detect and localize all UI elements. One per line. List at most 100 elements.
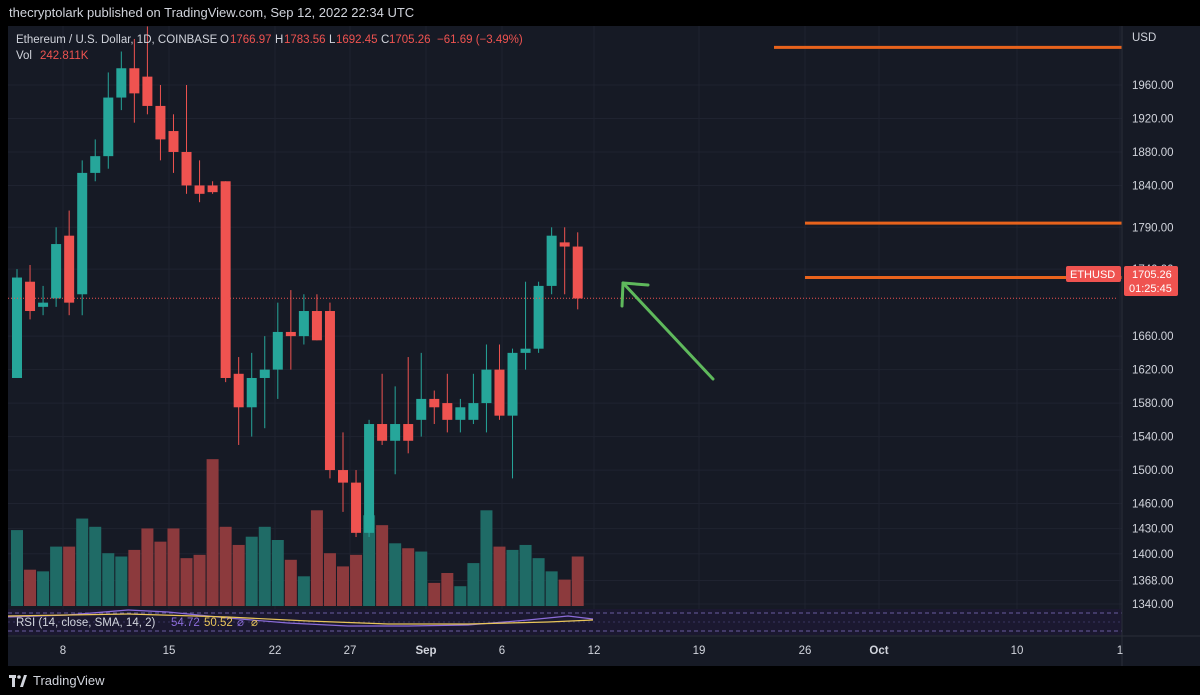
candle: [377, 374, 387, 445]
volume-bar: [311, 510, 323, 606]
candle-body: [247, 378, 257, 407]
rsi-pane[interactable]: RSI (14, close, SMA, 14, 2) 54.72 50.52 …: [8, 609, 1122, 635]
volume-bar: [559, 580, 571, 606]
volume-bar: [467, 563, 479, 606]
volume-bar: [572, 557, 584, 607]
volume-bar: [389, 543, 401, 606]
candle-body: [38, 303, 48, 307]
candle-body: [416, 399, 426, 420]
price-tick-label: 1620.00: [1132, 365, 1174, 377]
time-tick-label: Oct: [869, 645, 888, 657]
price-tick-label: 1920.00: [1132, 113, 1174, 125]
candle: [299, 294, 309, 344]
candle-body: [455, 407, 465, 420]
legend-open-value: 1766.97: [230, 34, 272, 46]
volume-bar: [480, 510, 492, 606]
candle: [234, 357, 244, 445]
volume-bar: [76, 519, 88, 606]
volume-bar: [259, 527, 271, 606]
candle: [182, 85, 192, 194]
candle: [168, 114, 178, 173]
price-tick-label: 1340.00: [1132, 599, 1174, 611]
legend-symbol: Ethereum / U.S. Dollar, 1D, COINBASE: [16, 34, 218, 46]
candle: [38, 286, 48, 315]
volume-bar: [285, 560, 297, 606]
candle-body: [182, 152, 192, 185]
candle-body: [234, 374, 244, 407]
candle-body: [103, 98, 113, 157]
price-levels[interactable]: [774, 47, 1122, 277]
tradingview-logo-icon: [9, 675, 27, 687]
volume-bar: [128, 550, 140, 606]
volume-bar: [11, 530, 23, 606]
volume-bar: [493, 547, 505, 606]
price-axis[interactable]: USD 1960.00 1920.00 1880.00 1840.00 1790.00 1…: [1122, 26, 1174, 666]
price-tick-label: 1368.00: [1132, 576, 1174, 588]
price-tick-label: 1660.00: [1132, 331, 1174, 343]
footer-bar: TradingView: [0, 666, 1200, 695]
volume-bar: [102, 553, 114, 606]
volume-bar: [376, 525, 388, 606]
legend-low-label: L: [329, 34, 336, 46]
candle-body: [325, 311, 335, 470]
candle: [455, 399, 465, 432]
tradingview-logo[interactable]: TradingView: [9, 673, 105, 688]
legend-low-value: 1692.45: [336, 34, 378, 46]
chart-svg[interactable]: Ethereum / U.S. Dollar, 1D, COINBASE O 1…: [8, 26, 1200, 666]
price-tick-label: 1580.00: [1132, 398, 1174, 410]
candle-body: [534, 286, 544, 349]
candle: [416, 353, 426, 437]
candle: [521, 282, 531, 370]
volume-bar: [298, 576, 310, 606]
price-tick-label: 1880.00: [1132, 147, 1174, 159]
candle-body: [116, 68, 126, 97]
volume-bar: [50, 547, 62, 606]
chart-area[interactable]: Ethereum / U.S. Dollar, 1D, COINBASE O 1…: [8, 26, 1200, 666]
time-tick-label: 10: [1011, 645, 1024, 657]
candle: [429, 391, 439, 424]
candle-body: [12, 278, 22, 378]
candle-body: [429, 399, 439, 407]
volume-bar: [507, 550, 519, 606]
candle-body: [273, 332, 283, 370]
price-tick-label: 1960.00: [1132, 80, 1174, 92]
candle-body: [195, 185, 205, 193]
candle: [247, 353, 257, 437]
rsi-value: 54.72: [171, 617, 200, 629]
price-label-countdown: 01:25:45: [1129, 283, 1172, 295]
candle: [25, 265, 35, 319]
candle-body: [390, 424, 400, 441]
volume-bar: [181, 558, 193, 606]
legend-open-label: O: [220, 34, 229, 46]
candle-body: [155, 106, 165, 139]
candle: [116, 52, 126, 111]
volume-bar: [115, 557, 127, 607]
time-tick-label: 27: [344, 645, 357, 657]
candle: [273, 303, 283, 399]
candle-body: [90, 156, 100, 173]
volume-bar: [520, 545, 532, 606]
volume-bars: [11, 459, 584, 606]
candle: [338, 432, 348, 512]
candle-body: [25, 282, 35, 311]
volume-bar: [415, 552, 427, 606]
candle-body: [168, 131, 178, 152]
volume-bar: [63, 547, 75, 606]
candle: [260, 336, 270, 428]
volume-bar: [207, 459, 219, 606]
candle-body: [142, 77, 152, 106]
volume-bar: [89, 527, 101, 606]
volume-bar: [246, 537, 258, 606]
symbol-badge-text: ETHUSD: [1070, 269, 1115, 281]
candle: [481, 345, 491, 433]
candle-body: [573, 247, 583, 299]
price-tick-label: 1460.00: [1132, 499, 1174, 511]
candle-body: [521, 349, 531, 353]
time-axis[interactable]: 8 15 22 27 Sep 6 12 19 26 Oct 10 1: [8, 636, 1200, 657]
volume-bar: [233, 545, 245, 606]
candle-body: [364, 424, 374, 533]
candle: [51, 227, 61, 307]
candle-body: [481, 370, 491, 403]
candle-body: [560, 242, 570, 246]
publish-header: thecryptolark published on TradingView.c…: [0, 0, 1200, 26]
